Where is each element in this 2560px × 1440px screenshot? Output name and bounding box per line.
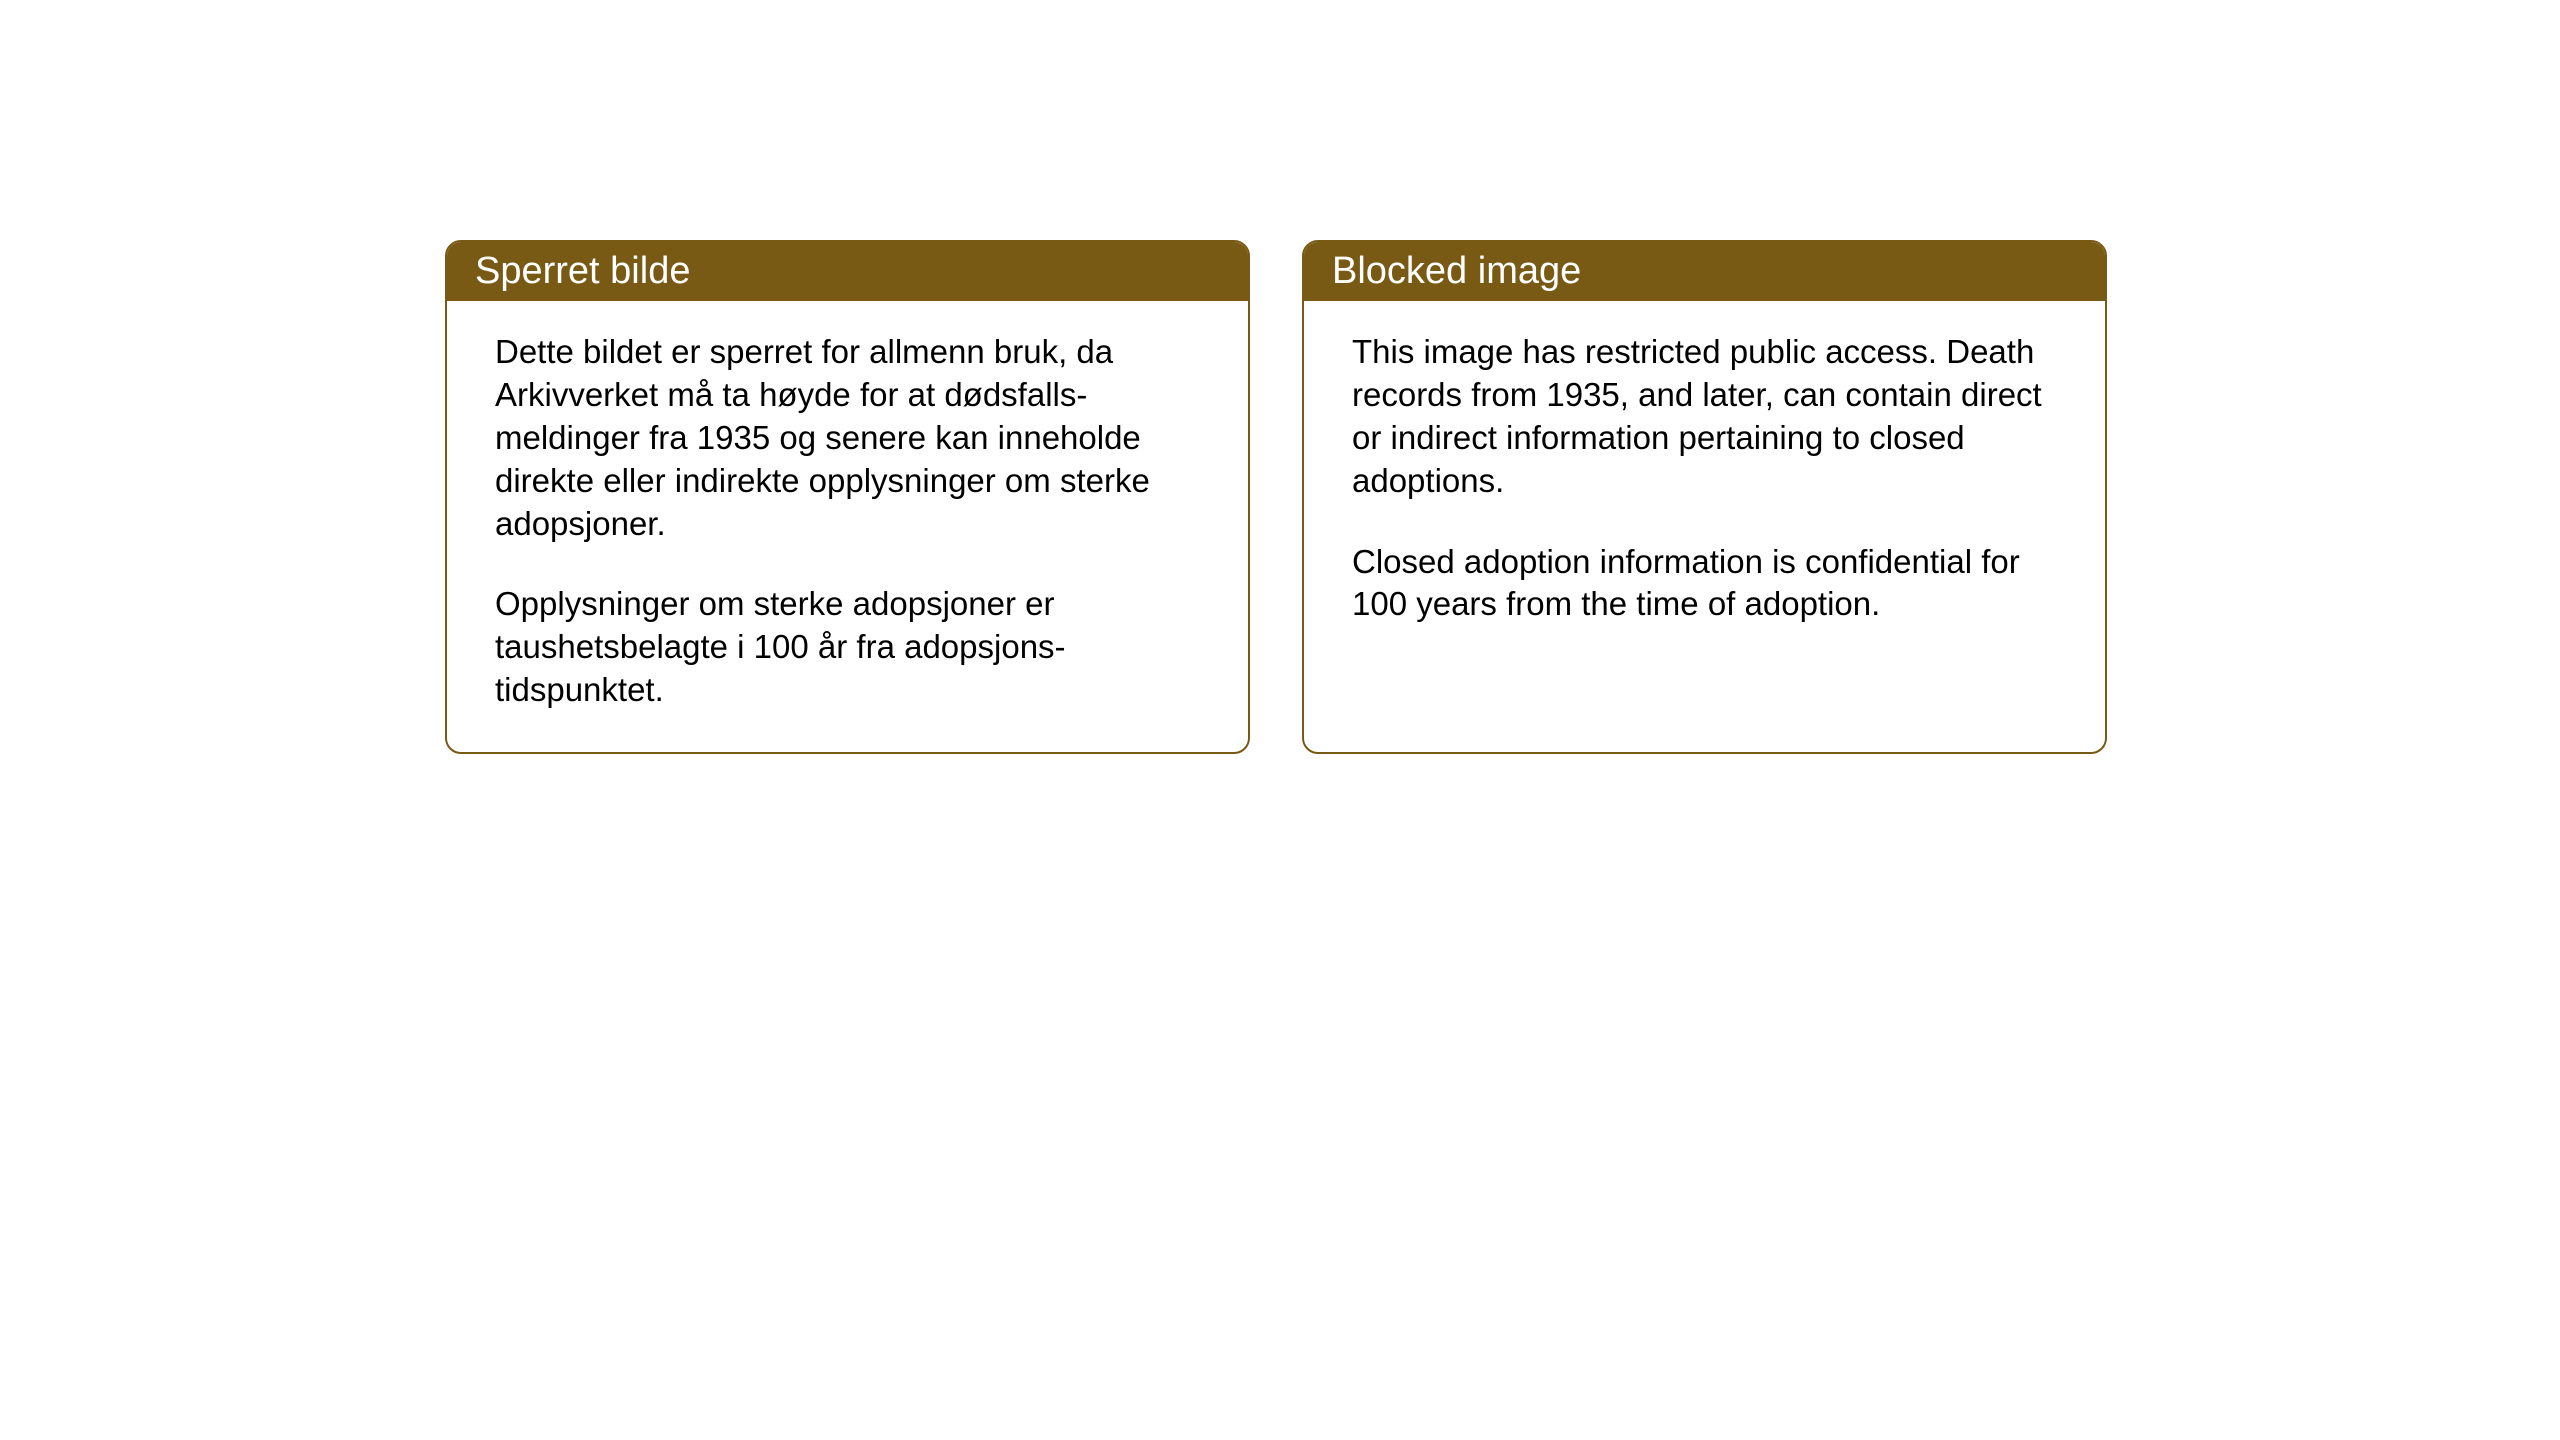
notice-container: Sperret bilde Dette bildet er sperret fo… <box>445 240 2107 754</box>
notice-paragraph-1-english: This image has restricted public access.… <box>1352 331 2057 503</box>
notice-header-norwegian: Sperret bilde <box>447 242 1248 301</box>
notice-body-norwegian: Dette bildet er sperret for allmenn bruk… <box>447 301 1248 752</box>
notice-paragraph-1-norwegian: Dette bildet er sperret for allmenn bruk… <box>495 331 1200 545</box>
notice-card-english: Blocked image This image has restricted … <box>1302 240 2107 754</box>
notice-paragraph-2-english: Closed adoption information is confident… <box>1352 541 2057 627</box>
notice-card-norwegian: Sperret bilde Dette bildet er sperret fo… <box>445 240 1250 754</box>
notice-paragraph-2-norwegian: Opplysninger om sterke adopsjoner er tau… <box>495 583 1200 712</box>
notice-header-english: Blocked image <box>1304 242 2105 301</box>
notice-body-english: This image has restricted public access.… <box>1304 301 2105 741</box>
